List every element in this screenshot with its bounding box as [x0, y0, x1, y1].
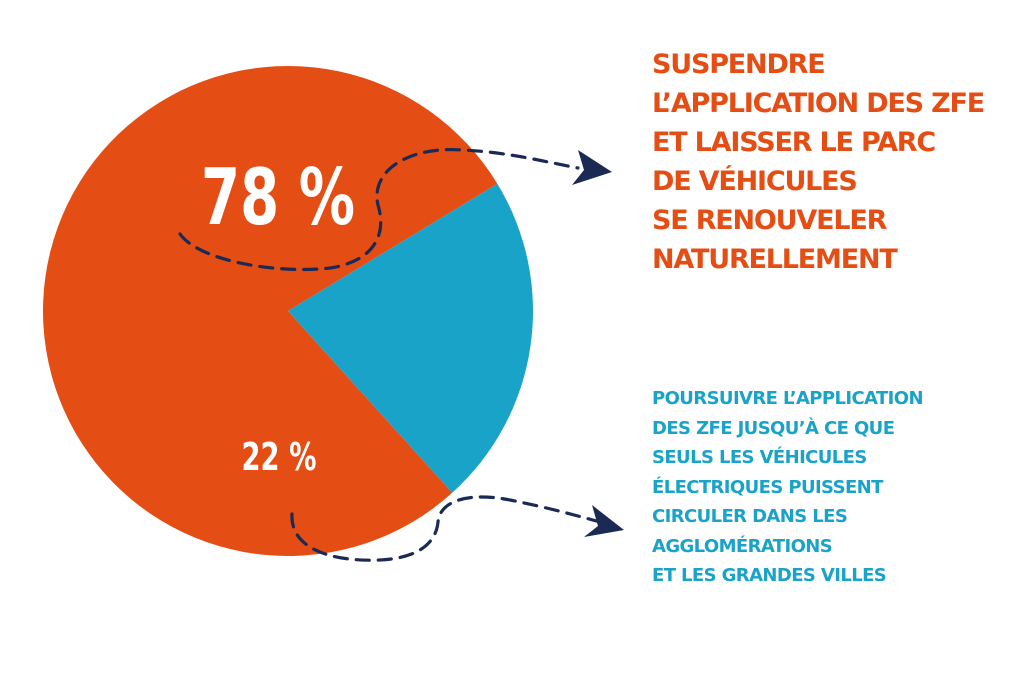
dashed-arrow-to-blue-text [290, 495, 624, 562]
pie-slice-78 [42, 65, 498, 556]
orange-slice-description: SUSPENDRE L’APPLICATION DES ZFE ET LAISSER… [652, 45, 985, 279]
dashed-arrow-to-orange-text [178, 147, 612, 272]
blue-description-line: CIRCULER DANS LES [652, 506, 848, 527]
orange-description-line: SE RENOUVELER [652, 205, 887, 236]
orange-description-line: L’APPLICATION DES ZFE [652, 88, 985, 119]
blue-description-line: AGGLOMÉRATIONS [652, 535, 833, 557]
slice-label-22: 22 % [241, 434, 316, 479]
blue-slice-description: POURSUIVRE L’APPLICATION DES ZFE JUSQU’À … [652, 384, 924, 591]
orange-description-line: NATURELLEMENT [652, 244, 898, 275]
blue-description-line: SEULS LES VÉHICULES [652, 447, 867, 468]
blue-description-line: POURSUIVRE L’APPLICATION [652, 388, 924, 409]
pie-slice-22 [288, 183, 533, 493]
blue-description-line: DES ZFE JUSQU’À CE QUE [652, 417, 895, 439]
orange-description-line: DE VÉHICULES [652, 166, 858, 197]
orange-description-line: SUSPENDRE [652, 49, 826, 80]
slice-label-78: 78 % [201, 153, 355, 244]
blue-description-line: ÉLECTRIQUES PUISSENT [652, 476, 883, 498]
orange-description-line: ET LAISSER LE PARC [652, 127, 936, 158]
blue-description-line: ET LES GRANDES VILLES [652, 565, 887, 586]
